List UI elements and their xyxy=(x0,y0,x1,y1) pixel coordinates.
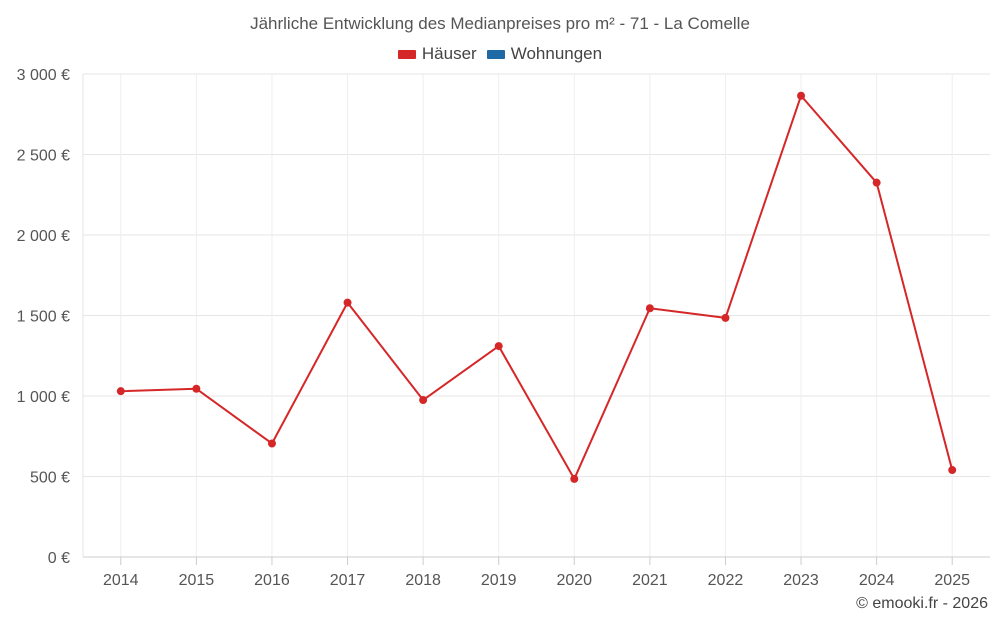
legend-item-haeuser[interactable]: Häuser xyxy=(397,44,477,64)
data-point xyxy=(419,396,428,405)
data-point xyxy=(116,387,125,396)
x-tick-label: 2017 xyxy=(330,572,366,589)
data-point xyxy=(872,178,881,187)
x-tick-label: 2022 xyxy=(708,572,744,589)
chart-title: Jährliche Entwicklung des Medianpreises … xyxy=(250,14,750,33)
data-point xyxy=(645,304,654,313)
y-tick-label: 2 500 € xyxy=(17,148,70,165)
x-tick-label: 2021 xyxy=(632,572,668,589)
legend-label-wohnungen: Wohnungen xyxy=(510,44,603,63)
legend-swatch-wohnungen xyxy=(486,49,505,59)
data-point xyxy=(267,439,276,448)
data-point xyxy=(494,342,503,351)
x-tick-label: 2025 xyxy=(934,572,970,589)
x-tick-label: 2023 xyxy=(783,572,819,589)
x-tick-label: 2014 xyxy=(103,572,139,589)
y-tick-label: 3 000 € xyxy=(17,67,70,84)
data-point xyxy=(570,474,579,483)
data-point xyxy=(192,384,201,393)
data-point xyxy=(343,298,352,307)
chart-legend: Häuser Wohnungen xyxy=(0,44,1000,64)
y-tick-label: 0 € xyxy=(48,550,70,567)
x-tick-label: 2015 xyxy=(179,572,215,589)
x-tick-label: 2016 xyxy=(254,572,290,589)
legend-swatch-haeuser xyxy=(397,49,416,59)
y-tick-label: 1 000 € xyxy=(17,389,70,406)
data-point xyxy=(797,91,806,100)
x-tick-label: 2018 xyxy=(405,572,441,589)
x-tick-label: 2020 xyxy=(556,572,592,589)
x-tick-label: 2024 xyxy=(859,572,895,589)
copyright-credit: © emooki.fr - 2026 xyxy=(856,595,988,612)
x-tick-label: 2019 xyxy=(481,572,517,589)
series-line-haeuser xyxy=(120,94,954,480)
legend-item-wohnungen[interactable]: Wohnungen xyxy=(486,44,603,64)
y-tick-label: 500 € xyxy=(30,470,70,487)
legend-label-haeuser: Häuser xyxy=(421,44,477,63)
y-tick-label: 1 500 € xyxy=(17,309,70,326)
data-point xyxy=(948,466,957,475)
data-point xyxy=(721,313,730,322)
y-tick-label: 2 000 € xyxy=(17,228,70,245)
